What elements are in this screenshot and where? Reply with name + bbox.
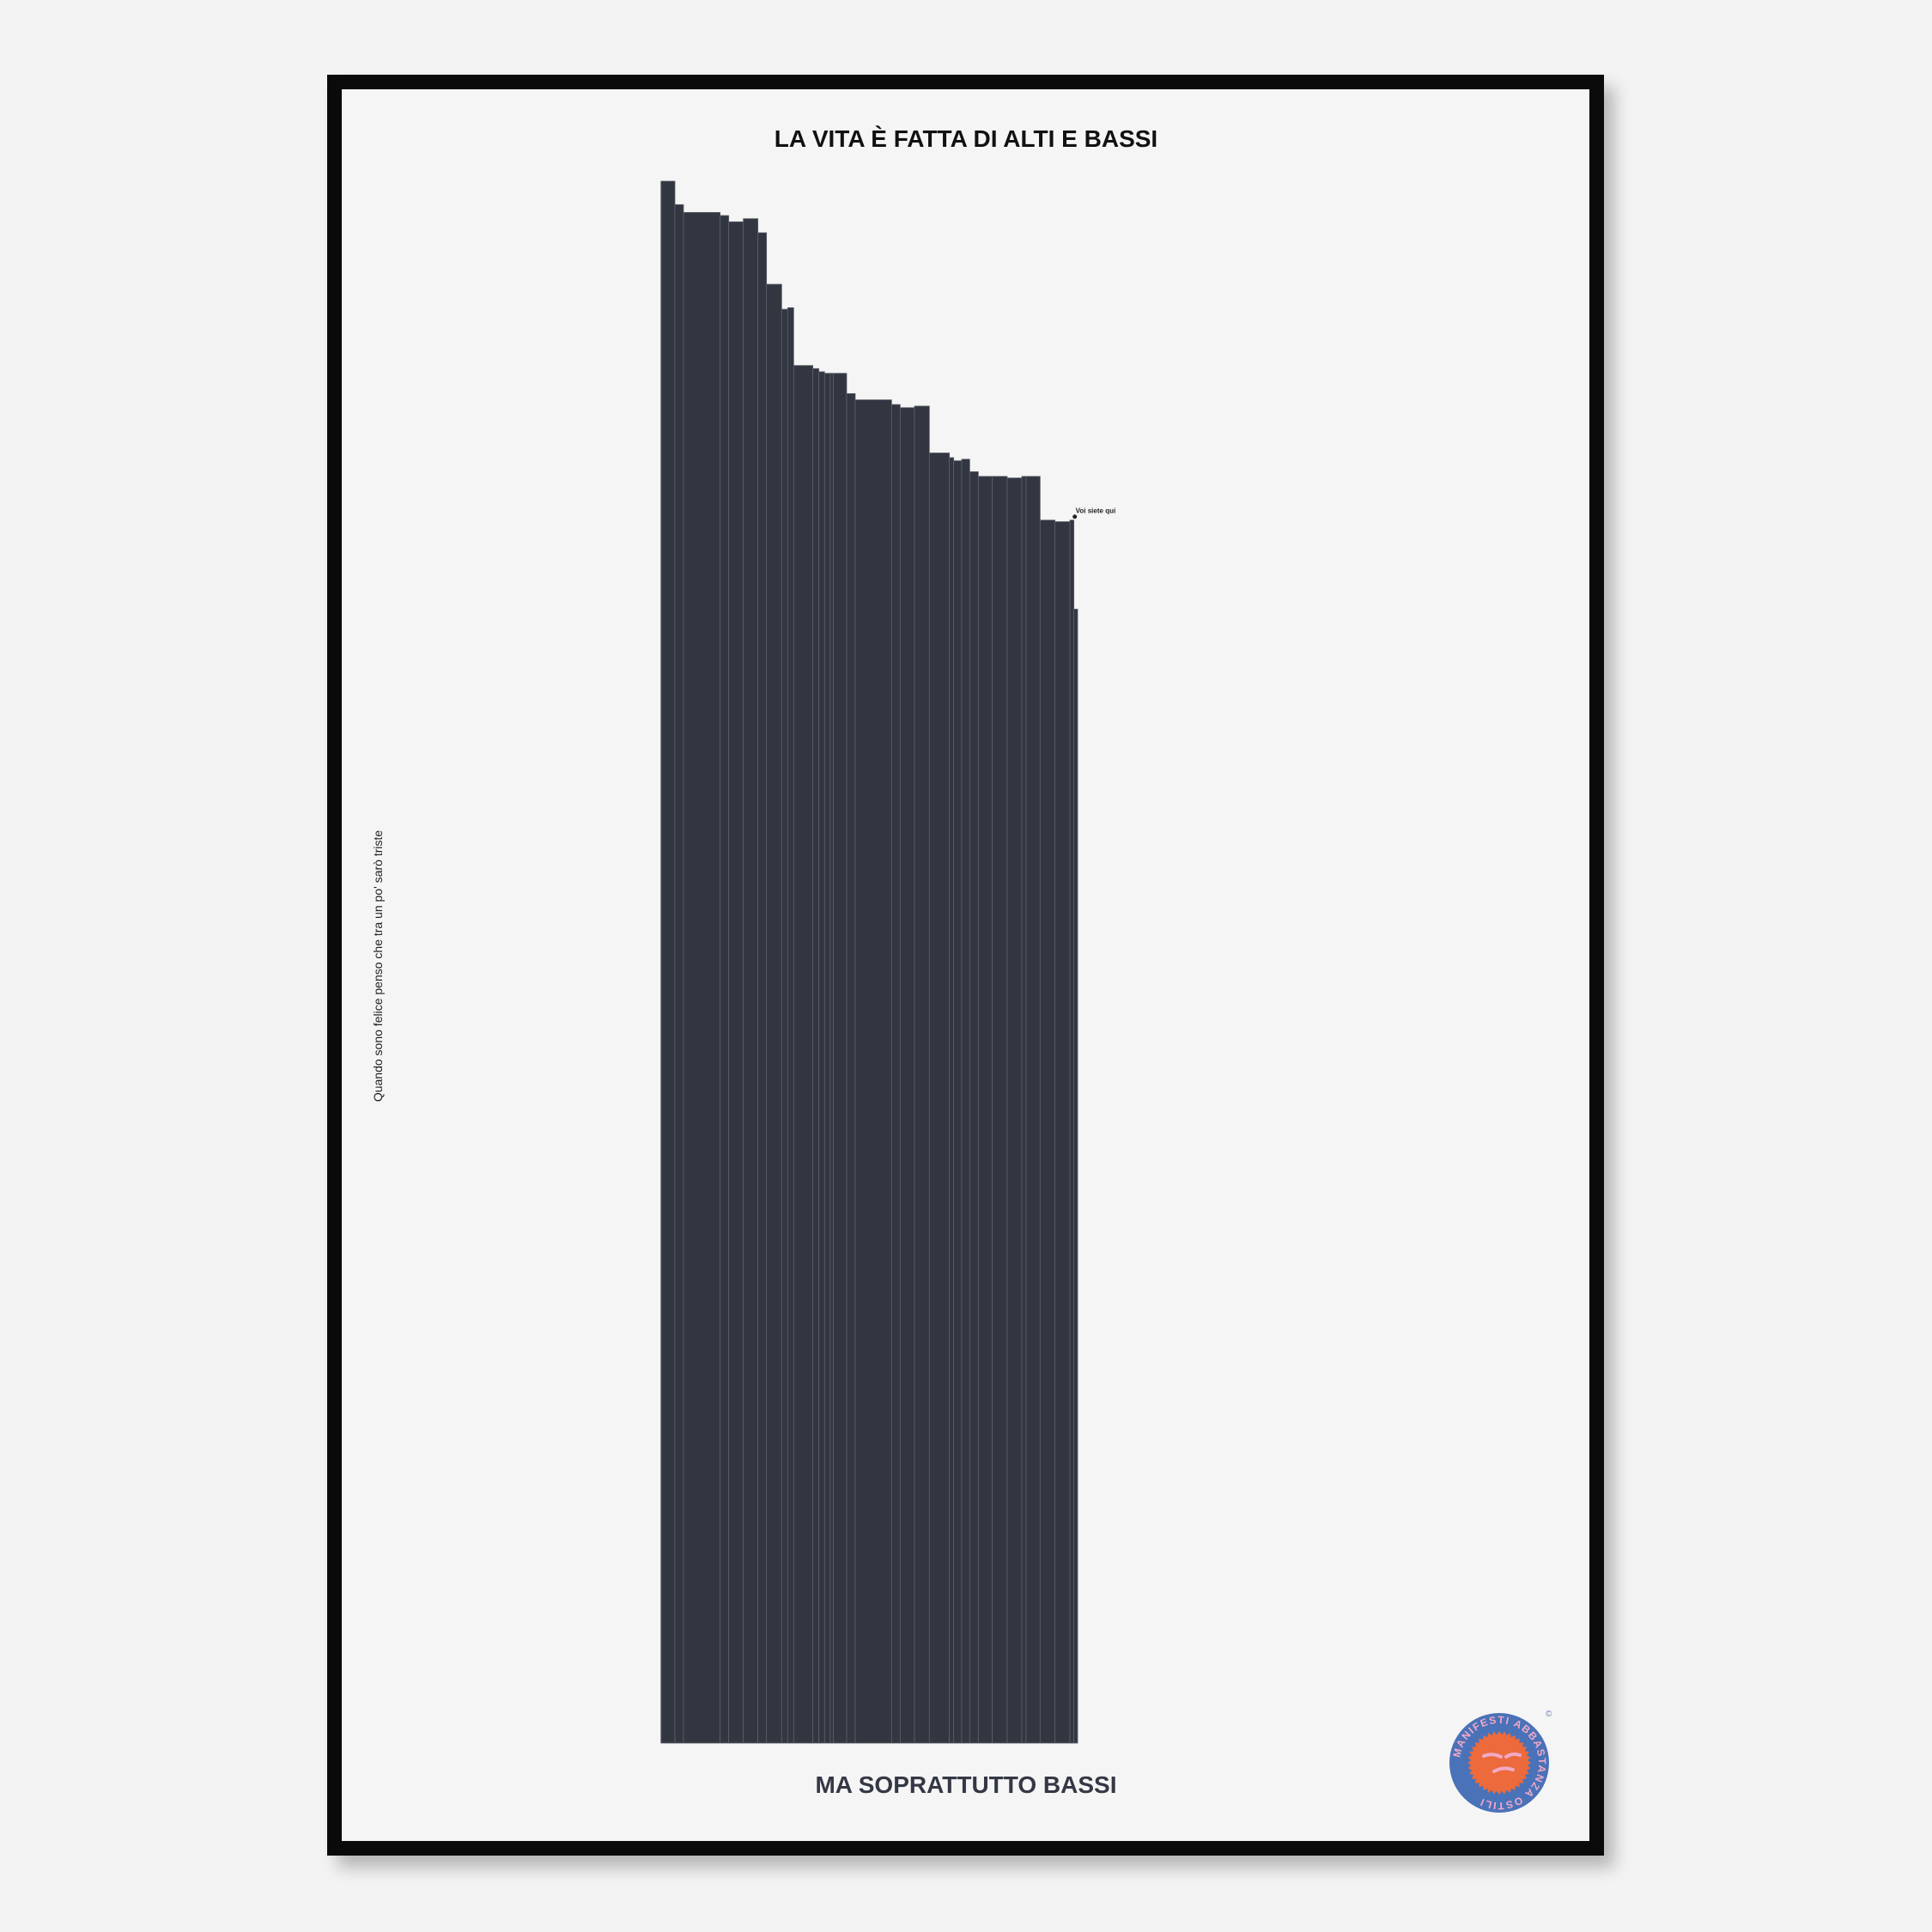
bar: [720, 215, 730, 1744]
bar: [683, 211, 721, 1744]
you-are-here-marker: [1072, 514, 1078, 519]
x-axis-label: MA SOPRATTUTTO BASSI: [815, 1771, 1117, 1798]
bar: [674, 204, 684, 1744]
bar: [660, 180, 676, 1744]
bar: [743, 218, 759, 1744]
bar: [961, 459, 970, 1744]
annotation-label: Voi siete qui: [1076, 507, 1116, 515]
bar: [787, 307, 794, 1744]
manifesti-logo: MANIFESTI ABBASTANZA OSTILI ©: [1449, 1710, 1552, 1813]
bar: [823, 373, 831, 1744]
bar: [766, 283, 782, 1744]
bar: [728, 221, 744, 1744]
bar: [992, 476, 1008, 1744]
bar: [953, 460, 963, 1744]
bar: [1054, 521, 1071, 1744]
bar: [833, 373, 848, 1744]
bar: [977, 476, 993, 1744]
bar: [854, 399, 892, 1744]
bar: [757, 232, 768, 1744]
bar: [1039, 519, 1056, 1744]
chart-title: LA VITA È FATTA DI ALTI E BASSI: [774, 125, 1158, 152]
svg-text:©: ©: [1546, 1710, 1552, 1719]
bar: [1006, 477, 1023, 1744]
bar: [899, 407, 915, 1744]
bar: [829, 373, 835, 1744]
bar: [928, 453, 951, 1744]
bar: [781, 308, 788, 1744]
bar: [1073, 609, 1078, 1744]
bar: [1021, 476, 1027, 1744]
bar: [914, 405, 930, 1744]
bar: [846, 392, 856, 1744]
bar: [890, 404, 901, 1744]
bar: [1025, 476, 1041, 1744]
bar: [812, 368, 820, 1744]
bar: [1069, 519, 1075, 1744]
bar: [818, 371, 825, 1744]
bar: [793, 365, 814, 1744]
bar: [969, 471, 979, 1744]
bar: [949, 457, 955, 1744]
